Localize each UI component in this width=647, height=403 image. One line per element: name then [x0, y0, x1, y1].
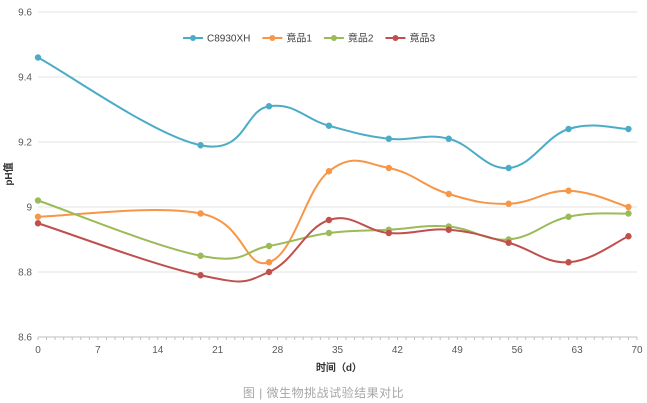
- data-point: [625, 233, 632, 240]
- legend-swatch-marker: [330, 35, 337, 41]
- data-point: [34, 54, 42, 61]
- data-point: [325, 168, 333, 175]
- data-point: [565, 187, 572, 194]
- data-point: [265, 268, 273, 276]
- data-point: [385, 229, 393, 237]
- gridlines: [38, 11, 637, 338]
- legend-label: 竟品3: [409, 33, 435, 45]
- data-point: [34, 220, 42, 227]
- legend-swatch-marker: [392, 35, 399, 41]
- x-tick-label: 21: [212, 345, 224, 356]
- x-tick-label: 42: [392, 345, 404, 356]
- series-line-1: [37, 56, 629, 170]
- x-axis-title: 时间（d）: [316, 361, 362, 374]
- legend-swatch-marker: [269, 35, 276, 41]
- data-point: [325, 229, 333, 237]
- x-tick-label: 7: [95, 345, 101, 356]
- y-tick-label: 9.6: [18, 8, 32, 19]
- legend: C8930XH 竟品1 竟品2 竟品3: [183, 33, 435, 45]
- data-point: [505, 200, 512, 207]
- x-tick-label: 0: [35, 345, 41, 356]
- x-tick-label: 56: [512, 345, 524, 356]
- data-point: [385, 135, 393, 142]
- series-layer: [34, 54, 632, 283]
- data-point: [445, 190, 452, 198]
- data-point: [325, 216, 333, 224]
- series-line-2: [37, 159, 629, 265]
- data-point: [197, 210, 204, 217]
- legend-swatch-marker: [190, 35, 196, 41]
- data-point: [565, 125, 572, 133]
- data-point: [197, 272, 204, 279]
- x-tick-label: 63: [572, 345, 584, 356]
- data-point: [625, 125, 632, 133]
- data-point: [197, 252, 204, 259]
- data-point: [505, 164, 512, 172]
- series-line-3: [37, 199, 629, 260]
- x-tick-label: 14: [152, 345, 164, 356]
- y-tick-label: 9: [26, 203, 32, 214]
- data-point: [265, 103, 273, 110]
- figure-caption: 图 | 微生物挑战试验结果对比: [242, 386, 405, 400]
- data-point: [445, 226, 452, 233]
- line-chart: 8.6 8.8 9 9.2 9.4 9.6 0 7 14 21 28 35 42 49 56 63 70 C89…: [2, 8, 643, 375]
- y-tick-label: 8.6: [18, 333, 32, 344]
- axes: 8.6 8.8 9 9.2 9.4 9.6 0 7 14 21 28 35 42 49 56 63 70: [18, 8, 643, 357]
- data-point: [565, 213, 572, 220]
- legend-label: 竟品1: [286, 33, 312, 45]
- y-axis-title: pH值: [2, 162, 15, 185]
- data-point: [197, 142, 204, 149]
- data-point: [625, 210, 632, 217]
- data-point: [565, 259, 572, 266]
- y-tick-label: 9.4: [18, 73, 32, 84]
- data-point: [34, 213, 42, 220]
- legend-label: 竟品2: [348, 33, 374, 45]
- data-point: [445, 135, 452, 142]
- data-point: [505, 239, 512, 246]
- x-tick-label: 49: [452, 345, 464, 356]
- data-point: [265, 259, 273, 266]
- data-point: [625, 203, 632, 211]
- data-point: [265, 242, 273, 250]
- x-tick-label: 70: [631, 345, 643, 356]
- data-point: [385, 164, 393, 172]
- data-point: [34, 197, 42, 204]
- data-point: [325, 122, 333, 129]
- x-tick-label: 28: [272, 345, 284, 356]
- legend-label: C8930XH: [207, 34, 250, 45]
- x-tick-label: 35: [332, 345, 344, 356]
- y-tick-label: 9.2: [18, 138, 32, 149]
- y-tick-label: 8.8: [18, 268, 32, 279]
